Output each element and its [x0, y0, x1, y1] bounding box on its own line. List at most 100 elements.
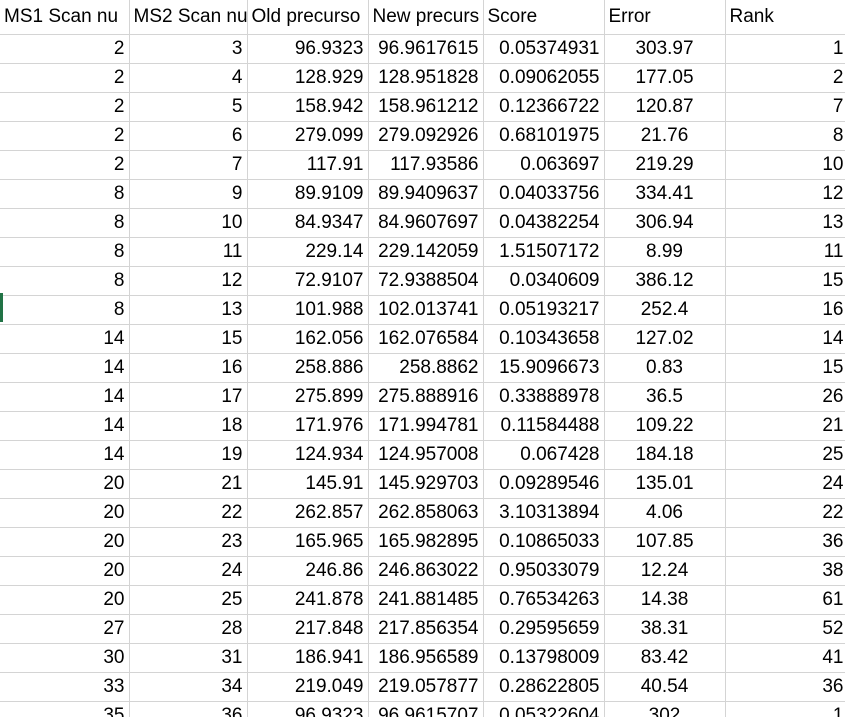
- cell-old-precursor[interactable]: 186.941: [247, 643, 369, 673]
- cell-score[interactable]: 0.09289546: [483, 469, 605, 499]
- cell-old-precursor[interactable]: 258.886: [247, 353, 369, 383]
- cell-rank[interactable]: 2: [725, 63, 845, 93]
- cell-new-precursor[interactable]: 258.8862: [368, 353, 484, 383]
- cell-ms2-scan[interactable]: 34: [129, 672, 248, 702]
- cell-error[interactable]: 302: [604, 701, 726, 717]
- cell-score[interactable]: 0.76534263: [483, 585, 605, 615]
- cell-ms1-scan[interactable]: 2: [0, 92, 130, 122]
- cell-ms2-scan[interactable]: 16: [129, 353, 248, 383]
- cell-error[interactable]: 83.42: [604, 643, 726, 673]
- cell-ms1-scan[interactable]: 20: [0, 527, 130, 557]
- cell-rank[interactable]: 10: [725, 150, 845, 180]
- cell-new-precursor[interactable]: 158.961212: [368, 92, 484, 122]
- cell-score[interactable]: 0.09062055: [483, 63, 605, 93]
- cell-old-precursor[interactable]: 275.899: [247, 382, 369, 412]
- cell-old-precursor[interactable]: 101.988: [247, 295, 369, 325]
- cell-ms2-scan[interactable]: 22: [129, 498, 248, 528]
- cell-old-precursor[interactable]: 246.86: [247, 556, 369, 586]
- cell-ms2-scan[interactable]: 31: [129, 643, 248, 673]
- cell-error[interactable]: 109.22: [604, 411, 726, 441]
- cell-score[interactable]: 0.04033756: [483, 179, 605, 209]
- cell-rank[interactable]: 25: [725, 440, 845, 470]
- cell-ms2-scan[interactable]: 15: [129, 324, 248, 354]
- cell-old-precursor[interactable]: 217.848: [247, 614, 369, 644]
- cell-ms1-scan[interactable]: 14: [0, 353, 130, 383]
- cell-error[interactable]: 36.5: [604, 382, 726, 412]
- cell-old-precursor[interactable]: 117.91: [247, 150, 369, 180]
- cell-old-precursor[interactable]: 241.878: [247, 585, 369, 615]
- cell-new-precursor[interactable]: 165.982895: [368, 527, 484, 557]
- cell-rank[interactable]: 26: [725, 382, 845, 412]
- cell-new-precursor[interactable]: 275.888916: [368, 382, 484, 412]
- cell-ms2-scan[interactable]: 7: [129, 150, 248, 180]
- cell-ms2-scan[interactable]: 10: [129, 208, 248, 238]
- cell-rank[interactable]: 1: [725, 34, 845, 64]
- cell-new-precursor[interactable]: 96.9615707: [368, 701, 484, 717]
- cell-new-precursor[interactable]: 102.013741: [368, 295, 484, 325]
- cell-ms1-scan[interactable]: 14: [0, 324, 130, 354]
- cell-old-precursor[interactable]: 96.9323: [247, 34, 369, 64]
- cell-score[interactable]: 1.51507172: [483, 237, 605, 267]
- cell-error[interactable]: 177.05: [604, 63, 726, 93]
- cell-ms1-scan[interactable]: 14: [0, 382, 130, 412]
- cell-ms1-scan[interactable]: 20: [0, 469, 130, 499]
- cell-ms1-scan[interactable]: 20: [0, 585, 130, 615]
- cell-old-precursor[interactable]: 89.9109: [247, 179, 369, 209]
- cell-new-precursor[interactable]: 162.076584: [368, 324, 484, 354]
- header-cell-new-precursor[interactable]: New precurs: [368, 0, 484, 35]
- cell-score[interactable]: 0.0340609: [483, 266, 605, 296]
- cell-score[interactable]: 0.13798009: [483, 643, 605, 673]
- cell-new-precursor[interactable]: 84.9607697: [368, 208, 484, 238]
- cell-old-precursor[interactable]: 165.965: [247, 527, 369, 557]
- cell-error[interactable]: 107.85: [604, 527, 726, 557]
- cell-ms2-scan[interactable]: 6: [129, 121, 248, 151]
- cell-new-precursor[interactable]: 171.994781: [368, 411, 484, 441]
- cell-ms2-scan[interactable]: 12: [129, 266, 248, 296]
- cell-score[interactable]: 0.11584488: [483, 411, 605, 441]
- cell-error[interactable]: 334.41: [604, 179, 726, 209]
- cell-rank[interactable]: 21: [725, 411, 845, 441]
- cell-old-precursor[interactable]: 145.91: [247, 469, 369, 499]
- cell-ms1-scan[interactable]: 8: [0, 237, 130, 267]
- cell-new-precursor[interactable]: 89.9409637: [368, 179, 484, 209]
- cell-error[interactable]: 38.31: [604, 614, 726, 644]
- cell-rank[interactable]: 38: [725, 556, 845, 586]
- header-cell-rank[interactable]: Rank: [725, 0, 845, 35]
- cell-ms2-scan[interactable]: 19: [129, 440, 248, 470]
- cell-rank[interactable]: 7: [725, 92, 845, 122]
- cell-error[interactable]: 21.76: [604, 121, 726, 151]
- cell-rank[interactable]: 41: [725, 643, 845, 673]
- cell-score[interactable]: 0.05193217: [483, 295, 605, 325]
- cell-error[interactable]: 252.4: [604, 295, 726, 325]
- cell-ms1-scan[interactable]: 27: [0, 614, 130, 644]
- cell-ms1-scan[interactable]: 8: [0, 179, 130, 209]
- cell-score[interactable]: 3.10313894: [483, 498, 605, 528]
- cell-ms1-scan[interactable]: 14: [0, 411, 130, 441]
- cell-error[interactable]: 4.06: [604, 498, 726, 528]
- cell-ms2-scan[interactable]: 23: [129, 527, 248, 557]
- cell-error[interactable]: 0.83: [604, 353, 726, 383]
- cell-ms2-scan[interactable]: 5: [129, 92, 248, 122]
- cell-score[interactable]: 0.68101975: [483, 121, 605, 151]
- cell-old-precursor[interactable]: 162.056: [247, 324, 369, 354]
- cell-score[interactable]: 0.067428: [483, 440, 605, 470]
- cell-ms1-scan[interactable]: 20: [0, 556, 130, 586]
- cell-ms2-scan[interactable]: 11: [129, 237, 248, 267]
- cell-ms2-scan[interactable]: 21: [129, 469, 248, 499]
- cell-new-precursor[interactable]: 96.9617615: [368, 34, 484, 64]
- cell-score[interactable]: 0.33888978: [483, 382, 605, 412]
- header-cell-score[interactable]: Score: [483, 0, 605, 35]
- cell-ms2-scan[interactable]: 36: [129, 701, 248, 717]
- cell-rank[interactable]: 61: [725, 585, 845, 615]
- cell-ms1-scan[interactable]: 33: [0, 672, 130, 702]
- cell-error[interactable]: 127.02: [604, 324, 726, 354]
- cell-score[interactable]: 0.05322604: [483, 701, 605, 717]
- cell-rank[interactable]: 15: [725, 353, 845, 383]
- cell-rank[interactable]: 36: [725, 672, 845, 702]
- cell-error[interactable]: 306.94: [604, 208, 726, 238]
- cell-ms2-scan[interactable]: 28: [129, 614, 248, 644]
- cell-rank[interactable]: 16: [725, 295, 845, 325]
- cell-ms1-scan[interactable]: 30: [0, 643, 130, 673]
- cell-error[interactable]: 386.12: [604, 266, 726, 296]
- cell-new-precursor[interactable]: 72.9388504: [368, 266, 484, 296]
